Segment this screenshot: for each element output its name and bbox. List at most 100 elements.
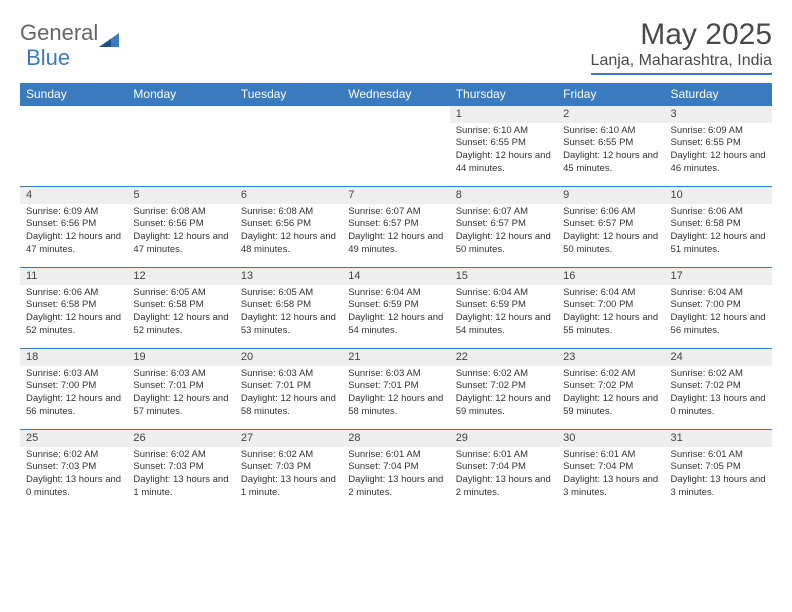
day-number: 27 xyxy=(235,430,342,447)
day-detail: Sunrise: 6:03 AMSunset: 7:01 PMDaylight:… xyxy=(342,366,449,430)
day-detail: Sunrise: 6:10 AMSunset: 6:55 PMDaylight:… xyxy=(557,123,664,187)
day-detail: Sunrise: 6:02 AMSunset: 7:03 PMDaylight:… xyxy=(235,447,342,511)
day-number: 11 xyxy=(20,268,127,285)
day-number: 8 xyxy=(450,187,557,204)
day-detail: Sunrise: 6:10 AMSunset: 6:55 PMDaylight:… xyxy=(450,123,557,187)
day-detail: Sunrise: 6:06 AMSunset: 6:57 PMDaylight:… xyxy=(557,204,664,268)
weekday-header: Thursday xyxy=(450,83,557,106)
detail-row: Sunrise: 6:02 AMSunset: 7:03 PMDaylight:… xyxy=(20,447,772,511)
day-number: 17 xyxy=(665,268,772,285)
day-number xyxy=(127,106,234,123)
calendar-page: General May 2025 Lanja, Maharashtra, Ind… xyxy=(0,0,792,612)
day-number: 28 xyxy=(342,430,449,447)
day-number: 23 xyxy=(557,349,664,366)
brand-triangle-icon-b xyxy=(99,27,119,41)
day-detail: Sunrise: 6:07 AMSunset: 6:57 PMDaylight:… xyxy=(342,204,449,268)
day-detail: Sunrise: 6:05 AMSunset: 6:58 PMDaylight:… xyxy=(235,285,342,349)
day-detail: Sunrise: 6:05 AMSunset: 6:58 PMDaylight:… xyxy=(127,285,234,349)
day-detail: Sunrise: 6:03 AMSunset: 7:01 PMDaylight:… xyxy=(127,366,234,430)
day-detail: Sunrise: 6:06 AMSunset: 6:58 PMDaylight:… xyxy=(20,285,127,349)
day-detail xyxy=(342,123,449,187)
day-detail xyxy=(235,123,342,187)
title-month: May 2025 xyxy=(591,18,772,52)
weekday-header: Monday xyxy=(127,83,234,106)
weekday-row: Sunday Monday Tuesday Wednesday Thursday… xyxy=(20,83,772,106)
day-number: 14 xyxy=(342,268,449,285)
title-block: May 2025 Lanja, Maharashtra, India xyxy=(591,18,772,75)
day-detail: Sunrise: 6:03 AMSunset: 7:01 PMDaylight:… xyxy=(235,366,342,430)
day-number: 13 xyxy=(235,268,342,285)
brand-part2: Blue xyxy=(26,45,70,70)
daynum-row: 18192021222324 xyxy=(20,349,772,366)
day-number xyxy=(20,106,127,123)
day-number: 7 xyxy=(342,187,449,204)
brand-line1: General xyxy=(20,20,119,46)
day-number: 9 xyxy=(557,187,664,204)
day-detail: Sunrise: 6:04 AMSunset: 7:00 PMDaylight:… xyxy=(665,285,772,349)
day-detail: Sunrise: 6:02 AMSunset: 7:03 PMDaylight:… xyxy=(20,447,127,511)
day-detail: Sunrise: 6:02 AMSunset: 7:02 PMDaylight:… xyxy=(557,366,664,430)
day-number: 6 xyxy=(235,187,342,204)
day-detail: Sunrise: 6:02 AMSunset: 7:02 PMDaylight:… xyxy=(665,366,772,430)
day-number: 12 xyxy=(127,268,234,285)
day-detail xyxy=(20,123,127,187)
day-detail: Sunrise: 6:08 AMSunset: 6:56 PMDaylight:… xyxy=(235,204,342,268)
day-number: 31 xyxy=(665,430,772,447)
day-number: 20 xyxy=(235,349,342,366)
title-location: Lanja, Maharashtra, India xyxy=(591,52,772,75)
weekday-header: Wednesday xyxy=(342,83,449,106)
day-detail: Sunrise: 6:03 AMSunset: 7:00 PMDaylight:… xyxy=(20,366,127,430)
day-detail: Sunrise: 6:08 AMSunset: 6:56 PMDaylight:… xyxy=(127,204,234,268)
brand-part1b: General xyxy=(20,20,98,45)
day-number: 25 xyxy=(20,430,127,447)
day-number: 19 xyxy=(127,349,234,366)
daynum-row: 11121314151617 xyxy=(20,268,772,285)
day-number: 29 xyxy=(450,430,557,447)
day-number xyxy=(342,106,449,123)
day-number: 22 xyxy=(450,349,557,366)
day-number xyxy=(235,106,342,123)
day-number: 24 xyxy=(665,349,772,366)
day-detail xyxy=(127,123,234,187)
day-detail: Sunrise: 6:06 AMSunset: 6:58 PMDaylight:… xyxy=(665,204,772,268)
day-number: 5 xyxy=(127,187,234,204)
daynum-row: 25262728293031 xyxy=(20,430,772,447)
day-number: 10 xyxy=(665,187,772,204)
weekday-header: Friday xyxy=(557,83,664,106)
brand-part2-wrap: Blue xyxy=(20,45,70,71)
day-detail: Sunrise: 6:01 AMSunset: 7:04 PMDaylight:… xyxy=(450,447,557,511)
weekday-header: Sunday xyxy=(20,83,127,106)
day-detail: Sunrise: 6:09 AMSunset: 6:56 PMDaylight:… xyxy=(20,204,127,268)
day-detail: Sunrise: 6:01 AMSunset: 7:05 PMDaylight:… xyxy=(665,447,772,511)
day-detail: Sunrise: 6:01 AMSunset: 7:04 PMDaylight:… xyxy=(557,447,664,511)
day-number: 26 xyxy=(127,430,234,447)
header: General May 2025 Lanja, Maharashtra, Ind… xyxy=(20,18,772,75)
day-detail: Sunrise: 6:09 AMSunset: 6:55 PMDaylight:… xyxy=(665,123,772,187)
day-detail: Sunrise: 6:04 AMSunset: 6:59 PMDaylight:… xyxy=(450,285,557,349)
day-number: 18 xyxy=(20,349,127,366)
day-detail: Sunrise: 6:01 AMSunset: 7:04 PMDaylight:… xyxy=(342,447,449,511)
weekday-header: Tuesday xyxy=(235,83,342,106)
day-number: 30 xyxy=(557,430,664,447)
detail-row: Sunrise: 6:09 AMSunset: 6:56 PMDaylight:… xyxy=(20,204,772,268)
day-detail: Sunrise: 6:04 AMSunset: 6:59 PMDaylight:… xyxy=(342,285,449,349)
detail-row: Sunrise: 6:06 AMSunset: 6:58 PMDaylight:… xyxy=(20,285,772,349)
day-number: 2 xyxy=(557,106,664,123)
day-number: 3 xyxy=(665,106,772,123)
daynum-row: 45678910 xyxy=(20,187,772,204)
daynum-row: 123 xyxy=(20,106,772,123)
day-detail: Sunrise: 6:02 AMSunset: 7:02 PMDaylight:… xyxy=(450,366,557,430)
day-number: 1 xyxy=(450,106,557,123)
calendar-body: 123Sunrise: 6:10 AMSunset: 6:55 PMDaylig… xyxy=(20,106,772,511)
day-number: 4 xyxy=(20,187,127,204)
calendar-head: Sunday Monday Tuesday Wednesday Thursday… xyxy=(20,83,772,106)
calendar-table: Sunday Monday Tuesday Wednesday Thursday… xyxy=(20,83,772,511)
day-detail: Sunrise: 6:07 AMSunset: 6:57 PMDaylight:… xyxy=(450,204,557,268)
weekday-header: Saturday xyxy=(665,83,772,106)
detail-row: Sunrise: 6:03 AMSunset: 7:00 PMDaylight:… xyxy=(20,366,772,430)
day-number: 16 xyxy=(557,268,664,285)
day-number: 15 xyxy=(450,268,557,285)
detail-row: Sunrise: 6:10 AMSunset: 6:55 PMDaylight:… xyxy=(20,123,772,187)
day-detail: Sunrise: 6:04 AMSunset: 7:00 PMDaylight:… xyxy=(557,285,664,349)
day-number: 21 xyxy=(342,349,449,366)
